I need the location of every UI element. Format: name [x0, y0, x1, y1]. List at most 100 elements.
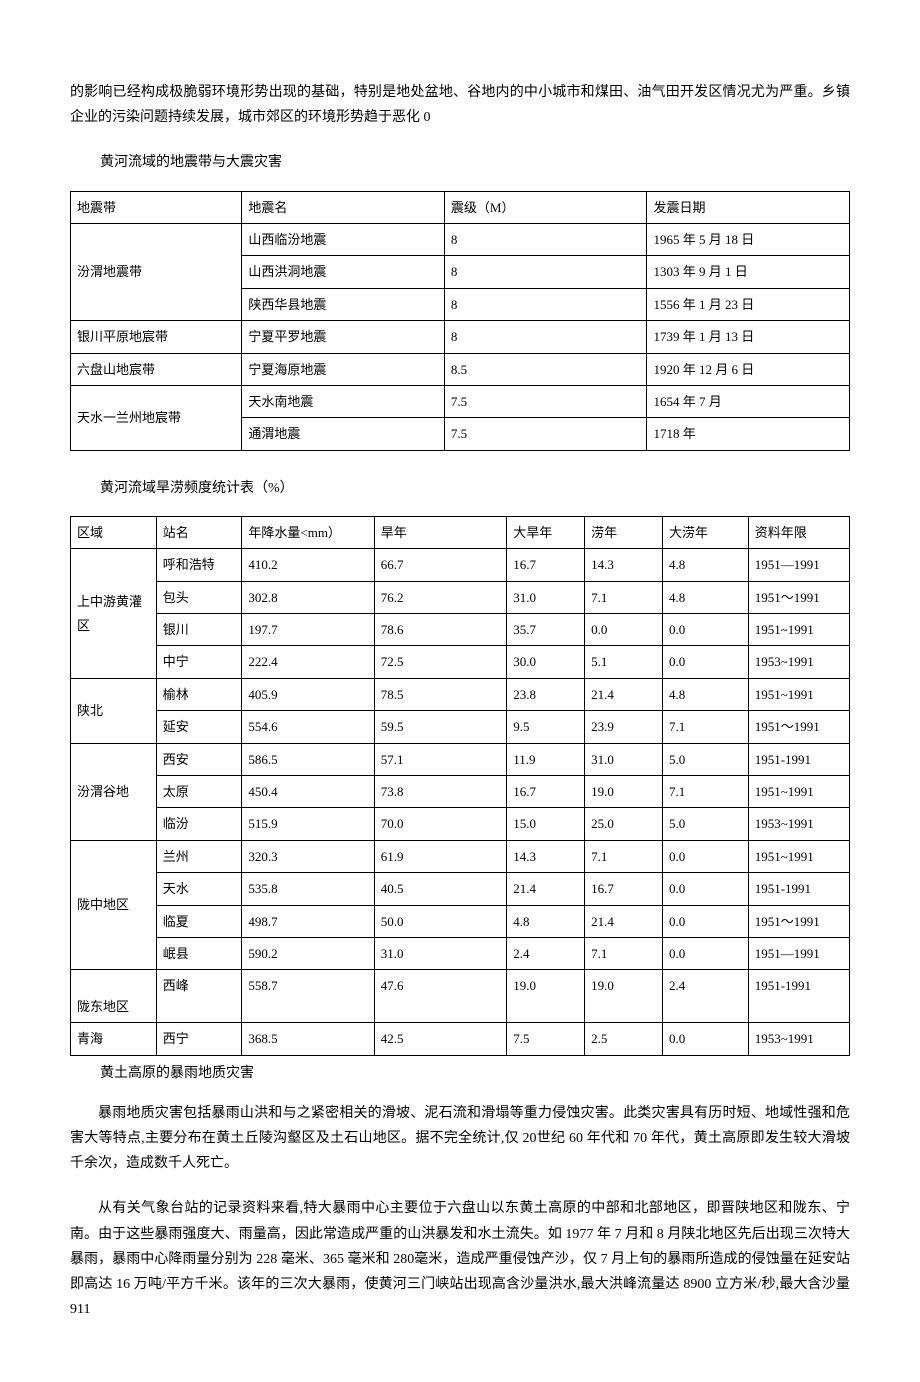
- table-cell: 14.3: [507, 840, 585, 872]
- table-cell: 0.0: [663, 1023, 749, 1055]
- table-row: 天水一兰州地宸带 天水南地震 7.5 1654 年 7 月: [71, 385, 850, 417]
- table-cell: 7.5: [507, 1023, 585, 1055]
- table-cell: 中宁: [156, 646, 242, 678]
- table-cell: 450.4: [242, 776, 374, 808]
- table-cell: 1951～1991: [748, 905, 849, 937]
- table-cell: 4.8: [663, 581, 749, 613]
- table-cell: 4.8: [663, 678, 749, 710]
- table-cell: 25.0: [585, 808, 663, 840]
- table-cell: 50.0: [374, 905, 506, 937]
- table-cell: 14.3: [585, 549, 663, 581]
- table-cell: 30.0: [507, 646, 585, 678]
- table-cell: 1951~1991: [748, 678, 849, 710]
- table-cell: 0.0: [663, 840, 749, 872]
- table-cell: 7.1: [663, 776, 749, 808]
- paragraph-3: 从有关气象台站的记录资料来看,特大暴雨中心主要位于六盘山以东黄土高原的中部和北部…: [70, 1196, 850, 1322]
- table-row: 延安 554.6 59.5 9.5 23.9 7.1 1951～1991: [71, 711, 850, 743]
- table-cell: 六盘山地宸带: [71, 353, 242, 385]
- header-cell: 年降水量<mm）: [242, 516, 374, 548]
- section3-title: 黄土高原的暴雨地质灾害: [100, 1061, 850, 1086]
- table-cell: 兰州: [156, 840, 242, 872]
- table-cell: 西宁: [156, 1023, 242, 1055]
- table-row: 六盘山地宸带 宁夏海原地震 8.5 1920 年 12 月 6 日: [71, 353, 850, 385]
- table-row: 太原 450.4 73.8 16.7 19.0 7.1 1951~1991: [71, 776, 850, 808]
- table-cell: 1556 年 1 月 23 日: [647, 288, 850, 320]
- table-cell: 8: [444, 288, 647, 320]
- table-row: 包头 302.8 76.2 31.0 7.1 4.8 1951～1991: [71, 581, 850, 613]
- table-cell: 延安: [156, 711, 242, 743]
- table-cell: 590.2: [242, 937, 374, 969]
- header-cell: 资料年限: [748, 516, 849, 548]
- table-cell: 0.0: [663, 646, 749, 678]
- table-cell: 59.5: [374, 711, 506, 743]
- header-cell: 旱年: [374, 516, 506, 548]
- table-row: 陇东地区 西峰 558.7 47.6 19.0 19.0 2.4 1951-19…: [71, 970, 850, 1023]
- table-cell: 呼和浩特: [156, 549, 242, 581]
- table-cell: 天水: [156, 873, 242, 905]
- table-cell: 31.0: [374, 937, 506, 969]
- table-cell: 586.5: [242, 743, 374, 775]
- table-cell: 554.6: [242, 711, 374, 743]
- table-cell: 16.7: [507, 549, 585, 581]
- table-cell: 银川平原地宸带: [71, 321, 242, 353]
- table-cell: 天水南地震: [242, 385, 445, 417]
- table-cell: 21.4: [507, 873, 585, 905]
- table-cell: 1951—1991: [748, 549, 849, 581]
- table-cell: 16.7: [585, 873, 663, 905]
- table1-title: 黄河流域的地震带与大震灾害: [100, 150, 850, 175]
- table-cell: 4.8: [507, 905, 585, 937]
- table-cell: 2.4: [663, 970, 749, 1023]
- table2-title: 黄河流域旱涝频度统计表（%）: [100, 476, 850, 501]
- table-cell: 47.6: [374, 970, 506, 1023]
- table-cell: 1718 年: [647, 418, 850, 450]
- table-row: 陕北 榆林 405.9 78.5 23.8 21.4 4.8 1951~1991: [71, 678, 850, 710]
- drought-flood-table: 区域 站名 年降水量<mm） 旱年 大旱年 涝年 大涝年 资料年限 上中游黄灌区…: [70, 516, 850, 1056]
- table-cell: 410.2: [242, 549, 374, 581]
- header-cell: 地震带: [71, 191, 242, 223]
- table-cell: 57.1: [374, 743, 506, 775]
- table-cell: 0.0: [663, 937, 749, 969]
- table-cell: 1951～1991: [748, 711, 849, 743]
- table-row: 天水 535.8 40.5 21.4 16.7 0.0 1951-1991: [71, 873, 850, 905]
- table-cell: 72.5: [374, 646, 506, 678]
- header-cell: 涝年: [585, 516, 663, 548]
- table-cell: 1654 年 7 月: [647, 385, 850, 417]
- table-row: 岷县 590.2 31.0 2.4 7.1 0.0 1951—1991: [71, 937, 850, 969]
- table-cell: 8: [444, 321, 647, 353]
- table-header-row: 区域 站名 年降水量<mm） 旱年 大旱年 涝年 大涝年 资料年限: [71, 516, 850, 548]
- table-cell: 320.3: [242, 840, 374, 872]
- table-cell: 宁夏平罗地震: [242, 321, 445, 353]
- table-cell: 76.2: [374, 581, 506, 613]
- table-cell: 临夏: [156, 905, 242, 937]
- table-row: 汾渭谷地 西安 586.5 57.1 11.9 31.0 5.0 1951-19…: [71, 743, 850, 775]
- table-cell: 19.0: [585, 776, 663, 808]
- table-cell: 302.8: [242, 581, 374, 613]
- table-cell: 1739 年 1 月 13 日: [647, 321, 850, 353]
- table-cell: 78.6: [374, 614, 506, 646]
- table-cell: 1951~1991: [748, 614, 849, 646]
- table-cell: 1951~1991: [748, 840, 849, 872]
- table-cell: 天水一兰州地宸带: [71, 385, 242, 450]
- table-cell: 9.5: [507, 711, 585, 743]
- table-cell: 11.9: [507, 743, 585, 775]
- table-cell: 1965 年 5 月 18 日: [647, 223, 850, 255]
- table-cell: 31.0: [585, 743, 663, 775]
- table-row: 青海 西宁 368.5 42.5 7.5 2.5 0.0 1953~1991: [71, 1023, 850, 1055]
- table-cell: 1951-1991: [748, 743, 849, 775]
- table-cell: 197.7: [242, 614, 374, 646]
- table-row: 银川平原地宸带 宁夏平罗地震 8 1739 年 1 月 13 日: [71, 321, 850, 353]
- table-cell: 5.1: [585, 646, 663, 678]
- table-cell: 2.5: [585, 1023, 663, 1055]
- table-cell: 1951-1991: [748, 873, 849, 905]
- table-cell: 0.0: [585, 614, 663, 646]
- table-cell: 通渭地震: [242, 418, 445, 450]
- table-cell: 405.9: [242, 678, 374, 710]
- table-cell: 70.0: [374, 808, 506, 840]
- table-row: 临夏 498.7 50.0 4.8 21.4 0.0 1951～1991: [71, 905, 850, 937]
- table-header-row: 地震带 地震名 震级（M） 发震日期: [71, 191, 850, 223]
- table-cell: 7.5: [444, 418, 647, 450]
- table-cell: 21.4: [585, 905, 663, 937]
- table-cell: 42.5: [374, 1023, 506, 1055]
- header-cell: 站名: [156, 516, 242, 548]
- table-cell: 8.5: [444, 353, 647, 385]
